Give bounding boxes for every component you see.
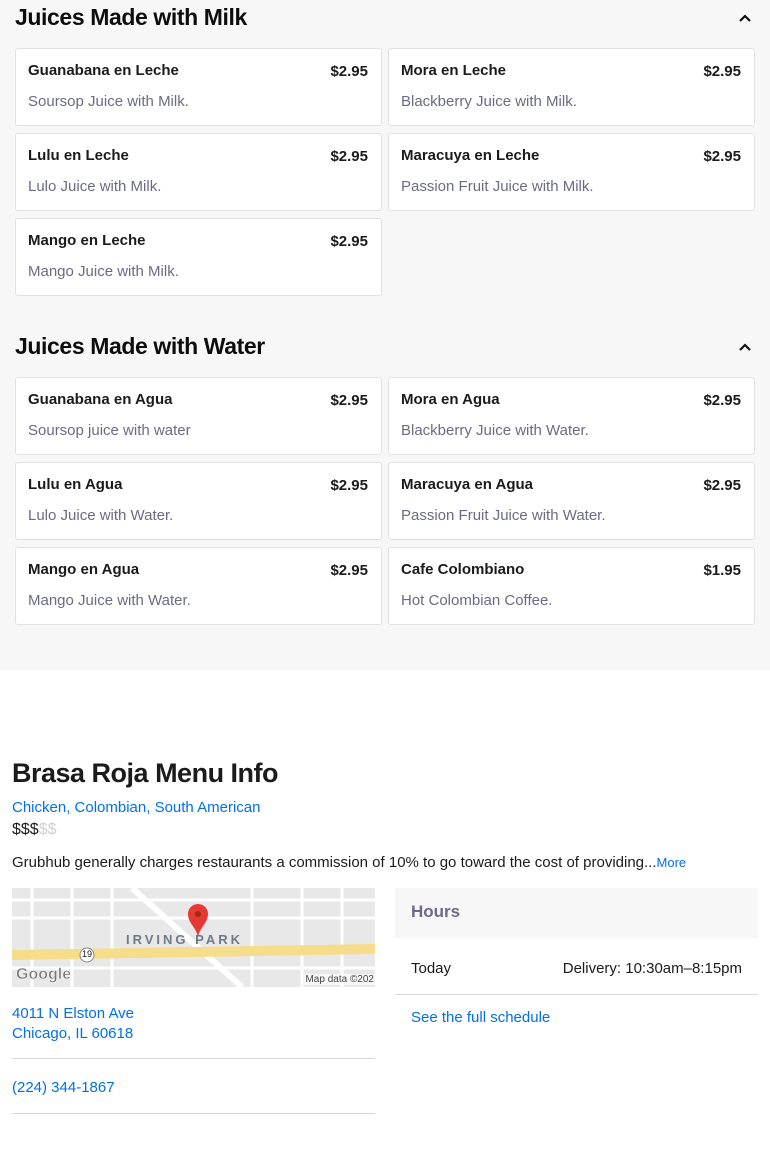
item-price: $2.95 bbox=[330, 63, 368, 80]
divider bbox=[395, 994, 758, 995]
item-name: Lulu en Agua bbox=[28, 476, 123, 493]
menu-item-card[interactable]: Mango en Agua $2.95 Mango Juice with Water… bbox=[15, 547, 382, 625]
menu-item-card[interactable]: Mora en Agua $2.95 Blackberry Juice with W… bbox=[388, 377, 755, 455]
item-description: Mango Juice with Water. bbox=[28, 592, 191, 609]
divider bbox=[12, 1113, 375, 1114]
item-description: Blackberry Juice with Milk. bbox=[401, 93, 577, 110]
item-name: Mora en Agua bbox=[401, 391, 500, 408]
description: Grubhub generally charges restaurants a … bbox=[12, 854, 686, 871]
address-line1[interactable]: 4011 N Elston Ave bbox=[12, 1005, 135, 1022]
item-price: $2.95 bbox=[330, 392, 368, 409]
menu-item-card[interactable]: Guanabana en Leche $2.95 Soursop Juice wit… bbox=[15, 48, 382, 126]
menu-item-card[interactable]: Lulu en Agua $2.95 Lulo Juice with Water. bbox=[15, 462, 382, 540]
item-name: Maracuya en Leche bbox=[401, 147, 540, 164]
item-price: $2.95 bbox=[330, 477, 368, 494]
menu-item-card[interactable]: Cafe Colombiano $1.95 Hot Colombian Coffee… bbox=[388, 547, 755, 625]
item-name: Lulu en Leche bbox=[28, 147, 129, 164]
hours-title: Hours bbox=[411, 902, 461, 921]
full-schedule-link[interactable]: See the full schedule bbox=[411, 1009, 551, 1026]
map[interactable]: IRVING PARK 19 Google Map data ©202 bbox=[12, 888, 375, 987]
chevron-up-icon[interactable] bbox=[738, 340, 752, 354]
menu-item-card[interactable]: Lulu en Leche $2.95 Lulo Juice with Milk. bbox=[15, 133, 382, 211]
price-range: $$$$$ bbox=[12, 821, 57, 839]
hours-value: Delivery: 10:30am–8:15pm bbox=[562, 960, 742, 977]
map-pin-icon bbox=[188, 904, 208, 937]
phone-link[interactable]: (224) 344-1867 bbox=[12, 1079, 115, 1096]
item-description: Soursop Juice with Milk. bbox=[28, 93, 189, 110]
item-name: Guanabana en Agua bbox=[28, 391, 173, 408]
section-title-water: Juices Made with Water bbox=[15, 333, 265, 359]
item-description: Blackberry Juice with Water. bbox=[401, 422, 589, 439]
menu-item-card[interactable]: Mora en Leche $2.95 Blackberry Juice with … bbox=[388, 48, 755, 126]
item-price: $2.95 bbox=[703, 477, 741, 494]
address-line2[interactable]: Chicago, IL 60618 bbox=[12, 1025, 134, 1042]
item-description: Passion Fruit Juice with Water. bbox=[401, 507, 606, 524]
item-price: $2.95 bbox=[703, 392, 741, 409]
menu-item-card[interactable]: Maracuya en Leche $2.95 Passion Fruit Juic… bbox=[388, 133, 755, 211]
chevron-up-icon[interactable] bbox=[738, 11, 752, 25]
item-description: Soursop juice with water bbox=[28, 422, 191, 439]
categories-link[interactable]: Chicken, Colombian, South American bbox=[12, 799, 261, 816]
item-description: Mango Juice with Milk. bbox=[28, 263, 179, 280]
item-name: Mango en Agua bbox=[28, 561, 140, 578]
item-price: $2.95 bbox=[330, 562, 368, 579]
item-name: Guanabana en Leche bbox=[28, 62, 179, 79]
route-label: 19 bbox=[82, 949, 93, 959]
map-label: IRVING PARK bbox=[126, 932, 244, 947]
item-description: Passion Fruit Juice with Milk. bbox=[401, 178, 594, 195]
price-inactive: $$ bbox=[38, 821, 57, 838]
item-price: $2.95 bbox=[703, 63, 741, 80]
map-credit: Map data ©202 bbox=[304, 974, 375, 985]
info-title: Brasa Roja Menu Info bbox=[12, 758, 279, 788]
price-active: $$$ bbox=[12, 821, 39, 838]
item-description: Hot Colombian Coffee. bbox=[401, 592, 553, 609]
item-name: Mango en Leche bbox=[28, 232, 146, 249]
section-title-milk: Juices Made with Milk bbox=[15, 4, 247, 30]
item-description: Lulo Juice with Milk. bbox=[28, 178, 162, 195]
hours-day: Today bbox=[411, 960, 452, 977]
menu-item-card[interactable]: Guanabana en Agua $2.95 Soursop juice with… bbox=[15, 377, 382, 455]
item-price: $2.95 bbox=[703, 148, 741, 165]
hours-header: Hours bbox=[395, 888, 758, 938]
menu-item-card[interactable]: Maracuya en Agua $2.95 Passion Fruit Juice… bbox=[388, 462, 755, 540]
description-text: Grubhub generally charges restaurants a … bbox=[12, 854, 657, 871]
divider bbox=[12, 1058, 375, 1059]
google-logo: Google bbox=[16, 966, 72, 984]
more-link[interactable]: More bbox=[656, 855, 687, 870]
item-price: $2.95 bbox=[330, 148, 368, 165]
item-name: Cafe Colombiano bbox=[401, 561, 525, 578]
item-price: $1.95 bbox=[703, 562, 741, 579]
item-name: Mora en Leche bbox=[401, 62, 507, 79]
item-price: $2.95 bbox=[330, 233, 368, 250]
menu-item-card[interactable]: Mango en Leche $2.95 Mango Juice with Milk… bbox=[15, 218, 382, 296]
item-name: Maracuya en Agua bbox=[401, 476, 533, 493]
item-description: Lulo Juice with Water. bbox=[28, 507, 174, 524]
